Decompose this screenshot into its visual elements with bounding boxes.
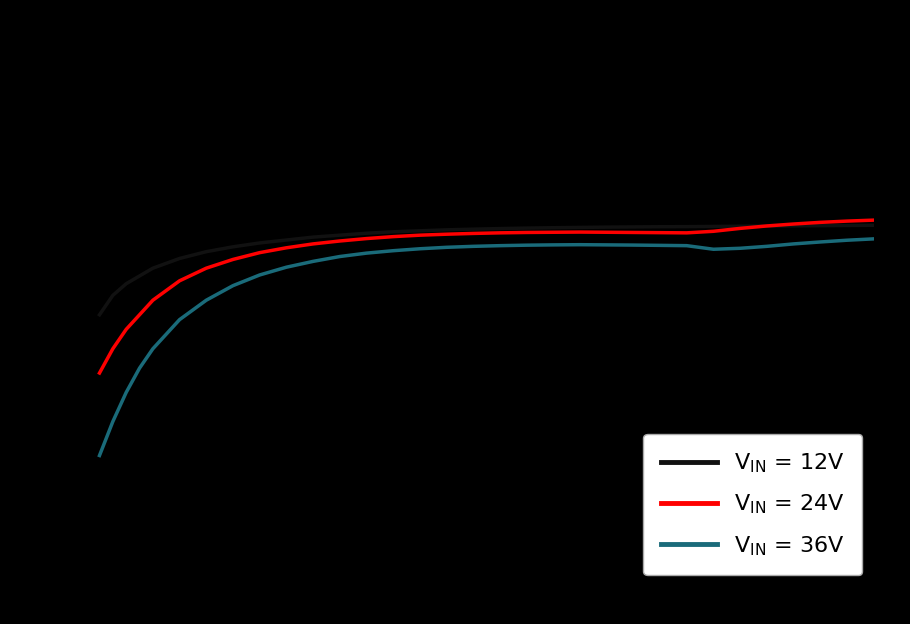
Legend: $\mathregular{V_{IN}}$ = 12V, $\mathregular{V_{IN}}$ = 24V, $\mathregular{V_{IN}: $\mathregular{V_{IN}}$ = 12V, $\mathregu… <box>643 434 863 575</box>
